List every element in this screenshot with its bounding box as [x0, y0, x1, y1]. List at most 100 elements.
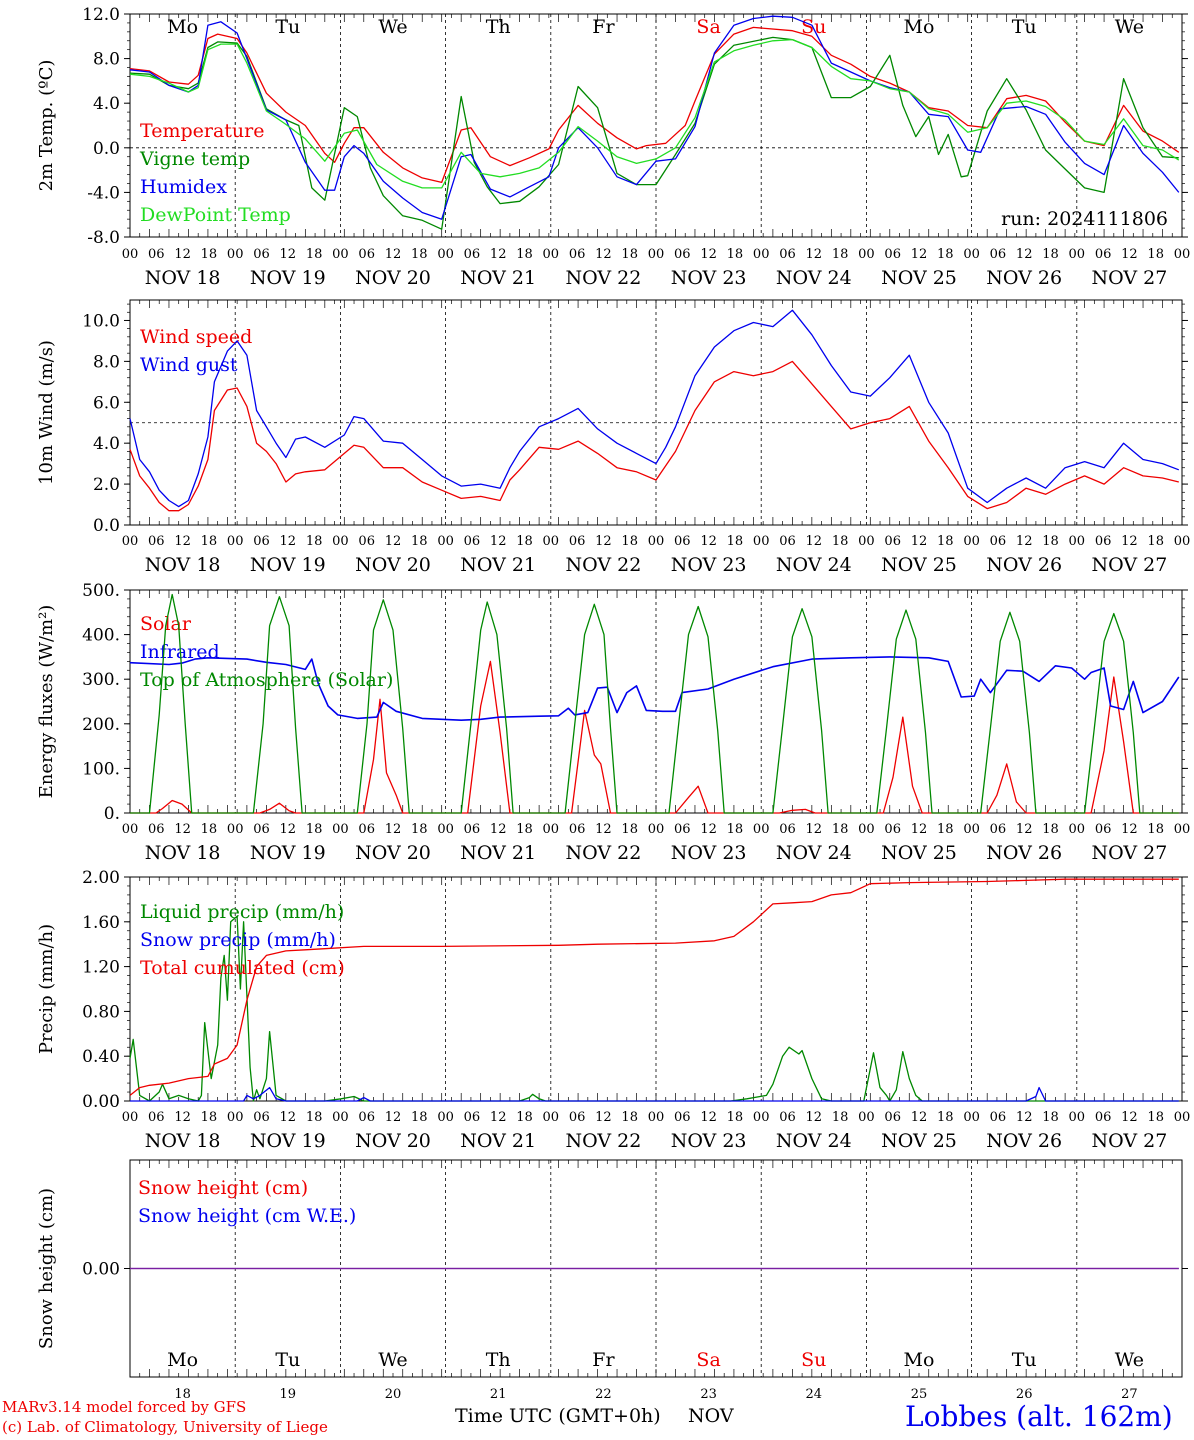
hour-label: 12 [385, 822, 402, 837]
hour-label: 00 [122, 822, 139, 837]
hour-label: 00 [332, 1110, 349, 1125]
y-tick-label: 12.0 [82, 5, 120, 25]
bottom-weekday-label: Fr [592, 1349, 615, 1371]
hour-label: 06 [358, 534, 375, 549]
legend-entry: Vigne temp [139, 148, 250, 170]
hour-label: 12 [490, 1110, 507, 1125]
date-label: NOV 22 [565, 1130, 641, 1152]
hour-label: 06 [358, 1110, 375, 1125]
hour-label: 00 [963, 247, 980, 262]
date-label: NOV 20 [355, 842, 431, 864]
legend-entry: Snow height (cm) [138, 1177, 308, 1199]
hour-label: 00 [858, 247, 875, 262]
hour-label: 06 [674, 534, 691, 549]
y-tick-label: 0.00 [82, 1092, 120, 1112]
weekday-label: Mo [167, 16, 198, 38]
date-label: NOV 25 [881, 554, 957, 576]
hour-label: 12 [806, 534, 823, 549]
lab-credit: (c) Lab. of Climatology, University of L… [2, 1418, 328, 1436]
hour-label: 06 [253, 247, 270, 262]
hour-label: 00 [227, 822, 244, 837]
hour-label: 18 [1147, 822, 1164, 837]
y-tick-label: 1.20 [82, 958, 120, 978]
bottom-day-number: 20 [385, 1387, 402, 1402]
hour-label: 12 [1016, 1110, 1033, 1125]
hour-label: 18 [832, 822, 849, 837]
hour-label: 06 [358, 822, 375, 837]
hour-label: 12 [280, 247, 297, 262]
hour-label: 18 [306, 822, 323, 837]
hour-label: 00 [963, 534, 980, 549]
hour-label: 06 [464, 1110, 481, 1125]
hour-label: 00 [543, 822, 560, 837]
hour-label: 12 [1121, 822, 1138, 837]
hour-label: 00 [543, 247, 560, 262]
series-line-vigne-temp [129, 36, 1179, 230]
hour-label: 12 [595, 247, 612, 262]
hour-label: 06 [569, 247, 586, 262]
bottom-weekday-label: We [1115, 1349, 1144, 1371]
bottom-day-number: 19 [280, 1387, 297, 1402]
hour-label: 12 [911, 534, 928, 549]
hour-label: 18 [621, 822, 638, 837]
hour-label: 18 [516, 1110, 533, 1125]
hour-label: 00 [122, 247, 139, 262]
weekday-label: We [378, 16, 407, 38]
hour-label: 06 [1095, 247, 1112, 262]
hour-label: 06 [253, 822, 270, 837]
bottom-day-number: 26 [1016, 1387, 1033, 1402]
y-axis-label: Snow height (cm) [36, 1188, 57, 1349]
bottom-weekday-label: Th [486, 1349, 511, 1371]
hour-label: 12 [490, 247, 507, 262]
hour-label: 12 [806, 1110, 823, 1125]
bottom-weekday-label: Mo [167, 1349, 198, 1371]
hour-label: 12 [1121, 1110, 1138, 1125]
hour-label: 18 [201, 534, 218, 549]
date-label: NOV 18 [145, 1130, 221, 1152]
hour-label: 12 [700, 822, 717, 837]
date-label: NOV 19 [250, 267, 326, 289]
series-line-infrared [129, 656, 1180, 722]
hour-label: 00 [753, 822, 770, 837]
panel-5: 0.00 Snow height (cm) Snow height (cm) Snow… [36, 1159, 1188, 1378]
hour-label: 06 [1095, 534, 1112, 549]
bottom-day-number: 25 [911, 1387, 928, 1402]
weekday-label: Th [486, 16, 511, 38]
bottom-weekday-label: We [378, 1349, 407, 1371]
y-tick-label: 6.0 [93, 393, 120, 413]
bottom-weekday-label: Mo [904, 1349, 935, 1371]
hour-label: 06 [148, 247, 165, 262]
hour-label: 06 [358, 247, 375, 262]
hour-label: 18 [1042, 247, 1059, 262]
hour-label: 00 [543, 534, 560, 549]
hour-label: 06 [779, 1110, 796, 1125]
hour-label: 06 [253, 1110, 270, 1125]
hour-label: 12 [174, 247, 191, 262]
hour-label: 00 [332, 247, 349, 262]
hour-label: 12 [806, 247, 823, 262]
panel-3: 500. 400. 300. 200. 100. 0. Energy fluxes (W/m… [36, 581, 1190, 864]
y-tick-label: 400. [82, 626, 120, 646]
hour-label: 18 [201, 822, 218, 837]
hour-label: 18 [1042, 534, 1059, 549]
date-label: NOV 18 [145, 554, 221, 576]
hour-label: 00 [648, 534, 665, 549]
date-label: NOV 21 [460, 554, 536, 576]
date-label: NOV 24 [776, 1130, 852, 1152]
hour-label: 12 [1121, 534, 1138, 549]
hour-label: 18 [411, 534, 428, 549]
hour-label: 00 [858, 822, 875, 837]
hour-label: 12 [174, 534, 191, 549]
hour-label: 18 [201, 247, 218, 262]
hour-label: 18 [306, 247, 323, 262]
hour-label: 06 [464, 534, 481, 549]
hour-label: 12 [700, 1110, 717, 1125]
hour-label: 12 [700, 247, 717, 262]
bottom-day-number: 27 [1121, 1387, 1138, 1402]
hour-label: 00 [122, 534, 139, 549]
hour-label: 00 [122, 1110, 139, 1125]
hour-label: 18 [516, 534, 533, 549]
date-label: NOV 23 [671, 267, 747, 289]
date-label: NOV 27 [1091, 842, 1167, 864]
bottom-weekday-label: Tu [1012, 1349, 1037, 1371]
